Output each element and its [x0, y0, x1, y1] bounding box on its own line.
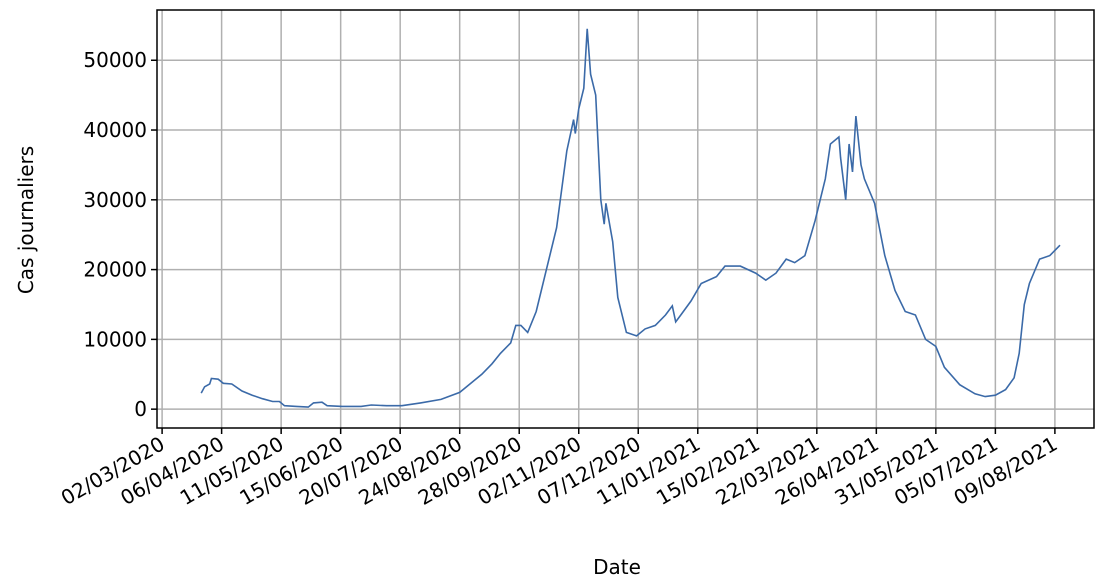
- y-tick-label: 20000: [83, 258, 147, 282]
- data-line: [200, 28, 1061, 408]
- y-tick-label: 40000: [83, 118, 147, 142]
- y-tick-label: 30000: [83, 188, 147, 212]
- y-axis-label: Cas journaliers: [14, 146, 38, 294]
- y-tick-label: 0: [134, 397, 147, 421]
- y-tick-label: 50000: [83, 48, 147, 72]
- x-axis-label: Date: [593, 555, 641, 578]
- y-tick-label: 10000: [83, 327, 147, 351]
- plot-frame: [156, 9, 1095, 429]
